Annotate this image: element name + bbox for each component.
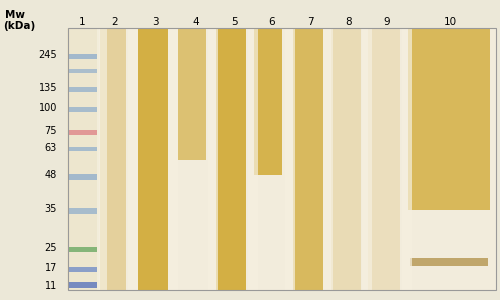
Bar [69, 247, 97, 252]
Bar [69, 147, 97, 151]
Bar [208, 28, 218, 290]
Bar [138, 28, 168, 290]
Bar [69, 69, 97, 73]
Text: 2: 2 [112, 17, 118, 27]
Text: Mw: Mw [5, 10, 25, 20]
Bar [69, 282, 97, 288]
Bar [331, 28, 361, 290]
Text: 17: 17 [44, 263, 57, 273]
Bar [68, 28, 496, 290]
Text: 6: 6 [268, 17, 276, 27]
Bar [216, 28, 246, 290]
Bar [168, 28, 178, 290]
Text: 135: 135 [38, 83, 57, 93]
Text: 11: 11 [45, 281, 57, 291]
Bar [100, 28, 126, 290]
Bar [362, 28, 372, 290]
Text: 35: 35 [44, 204, 57, 214]
Bar [69, 107, 97, 112]
Text: 100: 100 [38, 103, 57, 113]
Text: 1: 1 [78, 17, 86, 27]
Bar [248, 28, 258, 290]
Bar [69, 130, 97, 135]
Bar [67, 28, 99, 290]
Text: 75: 75 [44, 126, 57, 136]
Text: 63: 63 [45, 143, 57, 153]
Bar [69, 267, 97, 272]
Text: 8: 8 [346, 17, 352, 27]
Text: 10: 10 [444, 17, 456, 27]
Bar [178, 28, 206, 160]
Text: 4: 4 [192, 17, 200, 27]
Bar [254, 28, 282, 175]
Bar [408, 28, 490, 210]
Bar [97, 28, 107, 290]
Bar [402, 28, 412, 290]
Text: 3: 3 [152, 17, 158, 27]
Bar [285, 28, 295, 290]
Bar [68, 28, 496, 290]
Bar [368, 28, 400, 290]
Text: 48: 48 [45, 170, 57, 180]
Bar [293, 28, 323, 290]
Bar [69, 54, 97, 59]
Bar [69, 208, 97, 214]
Bar [69, 174, 97, 180]
Text: 7: 7 [306, 17, 314, 27]
Text: 5: 5 [232, 17, 238, 27]
Text: 9: 9 [384, 17, 390, 27]
Bar [69, 87, 97, 92]
Bar [128, 28, 138, 290]
Bar [323, 28, 333, 290]
Bar [410, 258, 488, 266]
Text: (kDa): (kDa) [3, 21, 35, 31]
Text: 245: 245 [38, 50, 57, 60]
Text: 25: 25 [44, 243, 57, 253]
